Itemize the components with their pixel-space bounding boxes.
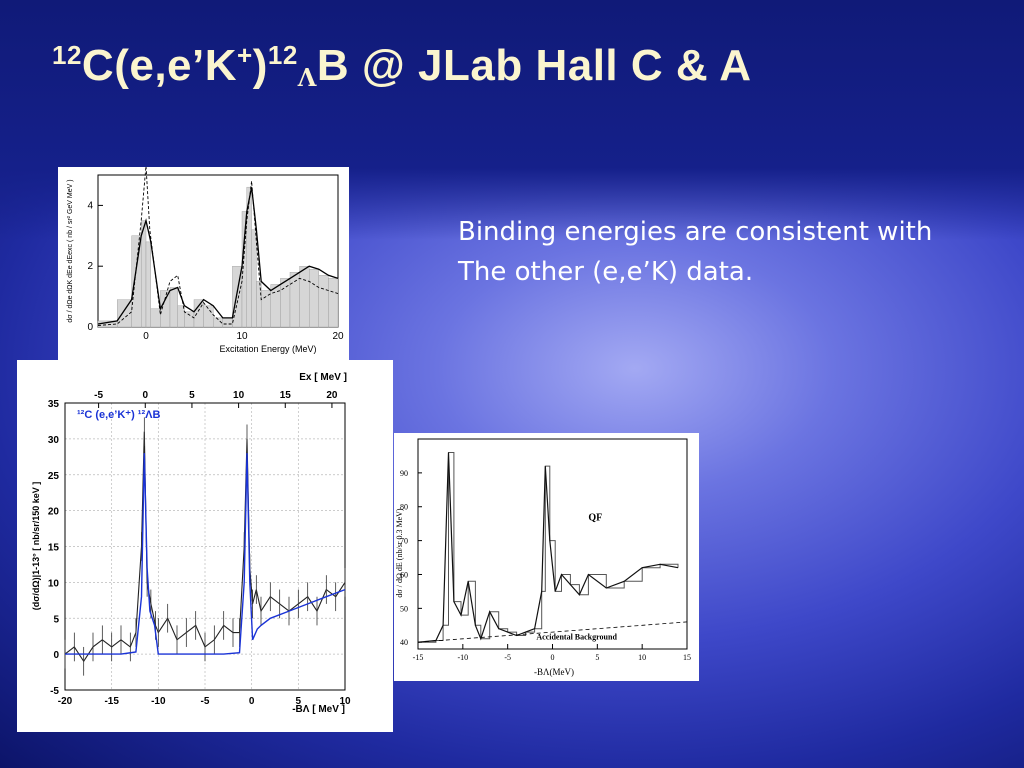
x2-tick-label: 0 xyxy=(142,390,148,401)
y-tick-label: 20 xyxy=(48,507,60,518)
hall-a-spectrum-chart: -20 -15 -10 -5 0 5 10 -5 0 5 10 15 20 25 30 35 -5 0 5 10 15 2… xyxy=(31,372,351,715)
previous-data-chart: -15 -10 -5 0 5 10 15 40 50 60 70 80 90 -BΛ(MeV) dσ / d… xyxy=(395,438,691,677)
y-tick-label: 15 xyxy=(48,543,60,554)
y-axis-label: (dσ/dΩ)|1-13° [ nb/sr/150 keV ] xyxy=(31,482,41,611)
x-axis-label: -BΛ [ MeV ] xyxy=(292,704,345,715)
x-axis-label: -BΛ(MeV) xyxy=(534,667,574,677)
qf-annotation: QF xyxy=(588,512,602,523)
y-tick-label: 50 xyxy=(400,604,408,613)
data-bar xyxy=(260,290,271,328)
x2-tick-label: 20 xyxy=(326,390,338,401)
data-histogram xyxy=(418,452,679,643)
x-tick-label: 5 xyxy=(296,696,302,707)
x-tick-label: 0 xyxy=(249,696,255,707)
body-line: Binding energies are consistent with xyxy=(458,217,933,247)
data-bar xyxy=(150,308,161,328)
data-bar xyxy=(280,278,291,328)
data-bar xyxy=(145,241,151,328)
x-axis-label: Excitation Energy (MeV) xyxy=(219,344,316,354)
fit-curve xyxy=(97,187,339,325)
model-curve-dashed xyxy=(97,167,339,326)
y-tick-label: 5 xyxy=(53,614,59,625)
data-bar xyxy=(328,278,339,328)
chart-title: ¹²C (e,e’K⁺) ¹²ΛB xyxy=(77,409,160,421)
data-bar xyxy=(203,305,214,328)
x-tick-label: -10 xyxy=(151,696,166,707)
x-tick-label: -5 xyxy=(504,653,511,662)
y-tick-label: 35 xyxy=(48,399,60,410)
data-bar xyxy=(169,287,178,328)
x-tick-label: -5 xyxy=(201,696,210,707)
body-line: The other (e,e’K) data. xyxy=(458,257,754,287)
fit-curve xyxy=(417,452,679,643)
data-bar xyxy=(140,220,147,328)
previous-data-panel: -15 -10 -5 0 5 10 15 40 50 60 70 80 90 -BΛ(MeV) dσ / d… xyxy=(394,433,699,681)
x2-tick-label: 15 xyxy=(280,390,292,401)
data-bar xyxy=(299,265,310,328)
y-tick-label: 40 xyxy=(400,638,408,647)
data-bar xyxy=(289,272,300,328)
x-tick-label: 0 xyxy=(551,653,555,662)
fit-curve xyxy=(65,453,346,655)
hall-c-spectrum-chart: 0 10 20 0 2 4 Excitation Energy (MeV) dσ / dΩe … xyxy=(67,167,344,354)
y-tick-label: -5 xyxy=(50,686,59,697)
x2-tick-label: -5 xyxy=(94,390,103,401)
y-axis-label: dσ / dΩe dΩK dEe dEexc ( nb / sr² GeV Me… xyxy=(67,179,74,322)
y-tick-label: 60 xyxy=(400,570,408,579)
data-bar xyxy=(222,317,233,328)
x-tick-label: 10 xyxy=(236,331,248,342)
x-tick-label: -15 xyxy=(104,696,119,707)
body-text: Binding energies are consistent with The… xyxy=(458,212,998,292)
y-axis-label: dσ / dΩ dE (nb/sr 0.3 MeV) xyxy=(395,508,404,597)
y-tick-label: 10 xyxy=(48,578,60,589)
y-tick-label: 70 xyxy=(400,537,408,546)
plot-frame xyxy=(64,402,346,691)
y-tick-label: 2 xyxy=(87,261,93,272)
slide-title: 12C(e,e’K+)12ΛB @ JLab Hall C & A xyxy=(52,40,752,92)
x-tick-label: 5 xyxy=(595,653,599,662)
data-bar xyxy=(193,299,204,328)
x2-tick-label: 5 xyxy=(189,390,195,401)
x-tick-label: -20 xyxy=(58,696,73,707)
x2-axis-label: Ex [ MeV ] xyxy=(299,372,347,383)
background-curve xyxy=(417,621,688,643)
x-tick-label: -15 xyxy=(413,653,424,662)
x-tick-label: 10 xyxy=(638,653,646,662)
y-tick-label: 80 xyxy=(400,503,408,512)
data-bar xyxy=(177,305,185,328)
y-tick-label: 30 xyxy=(48,435,60,446)
y-tick-label: 0 xyxy=(87,322,93,333)
background-annotation: Accidental Background xyxy=(536,633,617,642)
y-tick-label: 4 xyxy=(87,200,93,211)
x-tick-label: 20 xyxy=(332,331,344,342)
x-tick-label: 0 xyxy=(143,331,149,342)
x2-tick-label: 10 xyxy=(233,390,245,401)
x-tick-label: 15 xyxy=(683,653,691,662)
y-tick-label: 25 xyxy=(48,471,60,482)
x-tick-label: -10 xyxy=(457,653,468,662)
hall-c-spectrum-panel: 0 10 20 0 2 4 Excitation Energy (MeV) dσ / dΩe … xyxy=(58,167,349,363)
data-bar xyxy=(184,311,195,328)
hall-a-spectrum-panel: -20 -15 -10 -5 0 5 10 -5 0 5 10 15 20 25 30 35 -5 0 5 10 15 2… xyxy=(17,360,393,732)
data-bar xyxy=(308,269,319,328)
y-tick-label: 90 xyxy=(400,469,408,478)
plot-frame xyxy=(417,438,688,650)
x-tick-label: 10 xyxy=(339,696,351,707)
data-bar xyxy=(251,229,257,328)
data-bar xyxy=(318,275,329,328)
y-tick-label: 0 xyxy=(53,650,59,661)
